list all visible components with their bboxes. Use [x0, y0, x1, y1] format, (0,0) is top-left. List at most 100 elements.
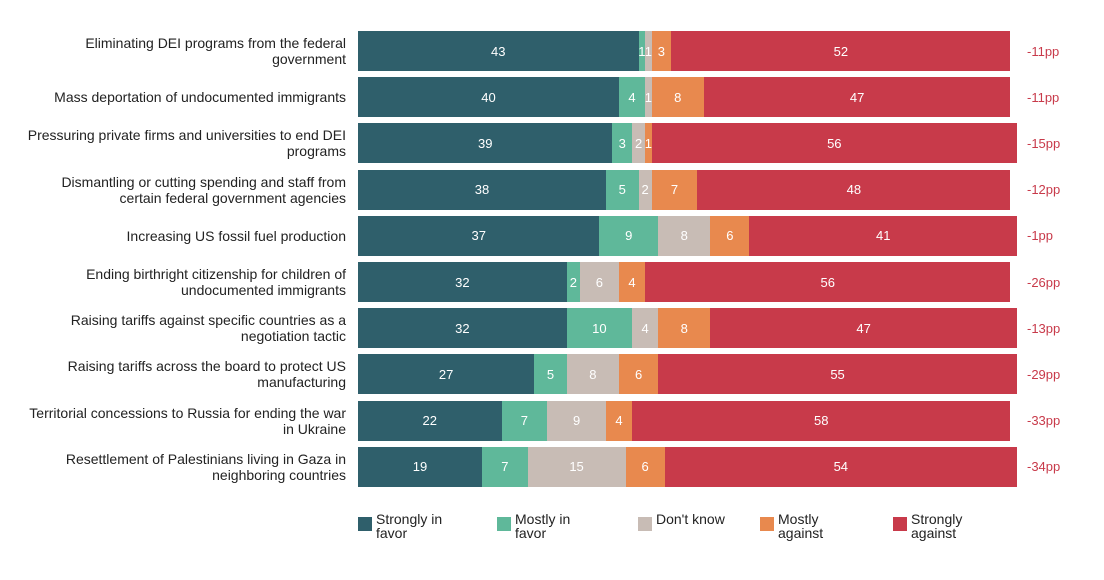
- value-label: 10: [592, 320, 607, 336]
- legend-label: Mostly in favor: [515, 511, 571, 541]
- value-label: 5: [618, 182, 626, 198]
- value-label: 52: [833, 43, 849, 59]
- bar-segment: 8: [651, 77, 704, 118]
- bar-segment: 10: [566, 308, 633, 349]
- value-label: 37: [471, 228, 486, 244]
- bar-segment: 8: [566, 354, 619, 395]
- value-label: 7: [670, 182, 679, 198]
- legend-label: Don't know: [656, 511, 725, 527]
- value-label: 1: [644, 89, 652, 105]
- bar-segment: 1: [644, 123, 652, 164]
- net-label: -26pp: [1027, 274, 1061, 290]
- net-label: -33pp: [1027, 413, 1061, 429]
- value-label: 6: [726, 228, 734, 244]
- bar-segment: 55: [658, 354, 1017, 395]
- value-label: 27: [438, 366, 454, 382]
- bar-segment: 56: [645, 262, 1011, 302]
- value-label: 19: [412, 459, 428, 475]
- bar-segment: 58: [632, 400, 1011, 441]
- value-label: 5: [546, 366, 555, 382]
- bar-segment: 40: [358, 77, 619, 118]
- value-label: 7: [520, 413, 528, 429]
- value-label: 6: [641, 459, 649, 475]
- bar-segment: 1: [644, 77, 652, 118]
- legend-swatch: [760, 517, 774, 531]
- net-label: -15pp: [1027, 135, 1061, 151]
- bar-segment: 5: [534, 354, 567, 395]
- bar-segment: 4: [605, 400, 633, 441]
- category-label: Resettlement of Palestinians living in G…: [65, 450, 346, 483]
- bar-segment: 2: [566, 262, 580, 302]
- category-label: Eliminating DEI programs from the federa…: [85, 35, 346, 67]
- value-label: 4: [615, 413, 623, 429]
- legend-swatch: [358, 517, 372, 531]
- bar-segment: 7: [651, 169, 698, 210]
- bar-segment: 7: [481, 446, 528, 487]
- value-label: 8: [674, 89, 682, 105]
- bar-segment: 27: [358, 354, 535, 395]
- value-label: 2: [641, 182, 649, 198]
- value-label: 55: [830, 366, 845, 382]
- bar-segment: 8: [658, 308, 711, 349]
- bar-segment: 48: [697, 169, 1011, 210]
- category-label: Increasing US fossil fuel production: [126, 227, 346, 244]
- net-label: -1pp: [1027, 228, 1054, 244]
- bar-segment: 6: [579, 262, 619, 302]
- bar-segment: 2: [638, 169, 652, 210]
- bar-segment: 7: [501, 400, 548, 441]
- bar-segment: 43: [358, 31, 639, 71]
- bar-segment: 3: [612, 123, 633, 164]
- bar-segment: 47: [703, 77, 1011, 118]
- value-label: 39: [477, 135, 493, 151]
- category-label: Raising tariffs against specific countri…: [70, 312, 346, 345]
- bar-segment: 8: [658, 215, 711, 256]
- value-label: 6: [595, 274, 604, 290]
- bar-segment: 38: [358, 169, 606, 210]
- value-label: 1: [644, 43, 652, 59]
- net-label: -11pp: [1027, 43, 1060, 59]
- bar-segment: 54: [664, 446, 1017, 487]
- bar-segment: 3: [651, 31, 672, 71]
- bar-segment: 39: [358, 123, 613, 164]
- net-label: -34pp: [1027, 459, 1061, 475]
- value-label: 56: [820, 274, 835, 290]
- value-label: 32: [455, 274, 470, 290]
- value-label: 38: [474, 182, 490, 198]
- value-label: 2: [634, 135, 643, 151]
- net-label: -12pp: [1027, 182, 1061, 198]
- value-label: 1: [644, 135, 652, 151]
- legend-swatch: [638, 517, 652, 531]
- bar-segment: 37: [358, 215, 600, 256]
- value-label: 1: [638, 43, 646, 59]
- value-label: 32: [455, 320, 470, 336]
- bar-segment: 47: [710, 308, 1017, 349]
- net-label: -29pp: [1027, 366, 1061, 382]
- value-label: 4: [628, 89, 636, 105]
- bar-segment: 4: [618, 262, 646, 302]
- bar-segment: 22: [358, 400, 502, 441]
- value-label: 47: [856, 320, 871, 336]
- value-label: 47: [849, 89, 865, 105]
- category-label: Ending birthright citizenship for childr…: [86, 266, 346, 298]
- category-label: Mass deportation of undocumented immigra…: [54, 89, 346, 106]
- value-label: 48: [846, 182, 862, 198]
- bar-segment: 19: [358, 446, 482, 487]
- bar-segment: 32: [358, 262, 567, 302]
- category-label: Raising tariffs across the board to prot…: [67, 358, 346, 391]
- bar-segment: 1: [638, 31, 646, 71]
- value-label: 8: [680, 228, 688, 244]
- net-label: -13pp: [1027, 320, 1061, 336]
- value-label: 7: [501, 459, 509, 475]
- category-label: Territorial concessions to Russia for en…: [29, 404, 346, 437]
- value-label: 3: [618, 135, 626, 151]
- value-label: 3: [657, 43, 665, 59]
- bar-segment: 1: [645, 31, 652, 71]
- legend-label: Mostly against: [778, 511, 824, 541]
- value-label: 15: [569, 459, 584, 475]
- bar-segment: 9: [547, 400, 606, 441]
- value-label: 4: [628, 274, 636, 290]
- value-label: 2: [569, 274, 577, 290]
- bar-segment: 41: [749, 215, 1017, 256]
- bar-segment: 56: [651, 123, 1017, 164]
